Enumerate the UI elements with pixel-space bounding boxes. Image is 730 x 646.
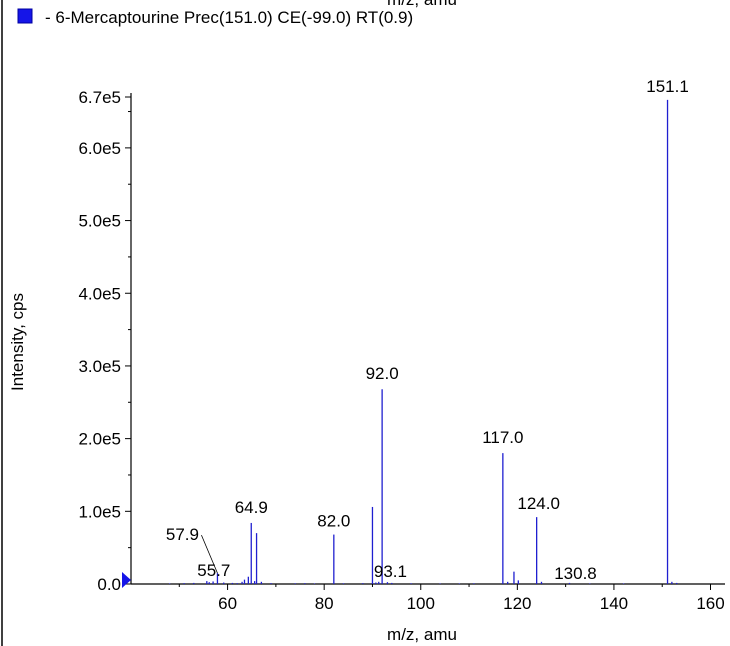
- x-tick-label: 160: [696, 594, 724, 613]
- peak-label: 124.0: [517, 494, 560, 513]
- y-axis-title: Intensity, cps: [8, 293, 27, 391]
- peak-label: 64.9: [235, 498, 268, 517]
- x-tick-label: 80: [315, 594, 334, 613]
- x-tick-label: 120: [503, 594, 531, 613]
- square-marker-icon: [17, 8, 33, 24]
- peak-label: 55.7: [197, 561, 230, 580]
- peak-labels: 57.9 55.7 64.9 82.0 92.0 93.1 117.0 124.0 130.8 1…: [166, 77, 689, 583]
- x-tick-label: 100: [407, 594, 435, 613]
- spectrum-peaks: [168, 99, 678, 584]
- y-tick-label: 2.0e5: [78, 430, 121, 449]
- y-axis: 0.0 1.0e5 2.0e5 3.0e5 4.0e5 5.0e5 6.0e5 6.7e5: [78, 88, 132, 594]
- peak-label-leader: [201, 534, 218, 574]
- peak-label: 57.9: [166, 525, 199, 544]
- x-tick-label: 60: [218, 594, 237, 613]
- baseline-marker-icon[interactable]: [122, 572, 131, 588]
- legend-label: - 6-Mercaptourine Prec(151.0) CE(-99.0) …: [45, 8, 413, 27]
- x-axis: 60 80 100 120 140 160: [131, 583, 725, 613]
- peak-label: 93.1: [374, 562, 407, 581]
- previous-panel-xlabel: m/z, amu: [387, 0, 457, 9]
- y-tick-label: 6.7e5: [78, 88, 121, 107]
- peak-label: 117.0: [482, 428, 523, 447]
- x-tick-label: 140: [600, 594, 628, 613]
- y-tick-label: 3.0e5: [78, 357, 121, 376]
- y-tick-label: 5.0e5: [78, 212, 121, 231]
- plot-area: 0.0 1.0e5 2.0e5 3.0e5 4.0e5 5.0e5 6.0e5 6.7e5 6…: [78, 77, 725, 613]
- y-tick-label: 1.0e5: [78, 502, 121, 521]
- y-tick-label: 4.0e5: [78, 284, 121, 303]
- x-axis-title: m/z, amu: [387, 625, 457, 644]
- peak-label: 82.0: [317, 512, 350, 531]
- peak-label: 151.1: [646, 77, 689, 96]
- peak-label: 92.0: [366, 364, 399, 383]
- legend: - 6-Mercaptourine Prec(151.0) CE(-99.0) …: [17, 8, 413, 27]
- peak-label: 130.8: [554, 564, 597, 583]
- y-tick-label: 0.0: [97, 575, 121, 594]
- y-tick-label: 6.0e5: [78, 139, 121, 158]
